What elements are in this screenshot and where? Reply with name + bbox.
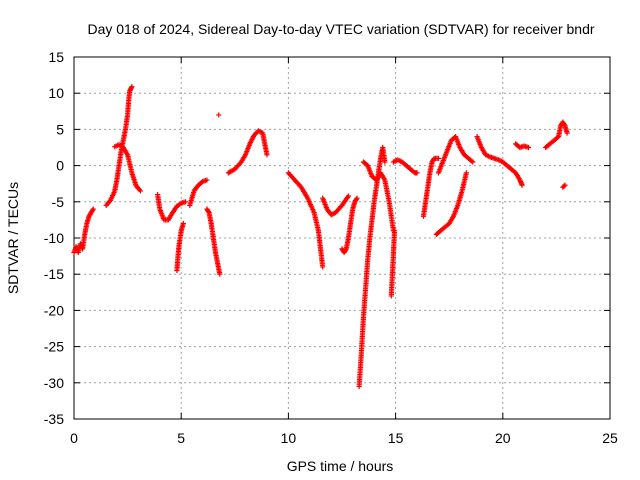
data-point [391, 228, 398, 234]
series-arc-19 [435, 134, 476, 176]
y-tick-label: -30 [44, 375, 64, 391]
series-arc-20 [474, 134, 525, 188]
y-tick-label: -25 [44, 339, 64, 355]
data-point [463, 170, 469, 176]
series-arc-2 [103, 84, 135, 209]
x-tick-label: 5 [177, 430, 185, 446]
y-tick-label: 5 [56, 121, 64, 137]
data-point [354, 195, 360, 201]
y-tick-label: 15 [48, 49, 64, 65]
data-point [129, 84, 135, 90]
data-point [204, 177, 210, 183]
data-points [71, 84, 570, 390]
data-point [264, 152, 270, 158]
data-point [217, 271, 223, 277]
data-point [216, 112, 222, 118]
series-arc-22 [543, 119, 570, 151]
y-tick-label: -10 [44, 230, 64, 246]
data-point [519, 182, 525, 188]
y-tick-label: 0 [56, 158, 64, 174]
data-point [320, 264, 326, 270]
series-arc-14 [360, 159, 397, 234]
data-point [382, 159, 388, 165]
y-axis-label: SDTVAR / TECUs [5, 182, 21, 294]
series-arc-1 [71, 206, 96, 256]
series-arc-23 [560, 182, 568, 190]
data-point [345, 193, 352, 199]
series-arc-18 [433, 170, 469, 237]
x-axis-label: GPS time / hours [287, 458, 394, 474]
data-point [562, 182, 568, 188]
series-arc-12 [339, 195, 360, 256]
y-tick-label: -15 [44, 266, 64, 282]
data-point [180, 220, 186, 227]
data-point [525, 144, 532, 151]
series-arc-21 [513, 141, 532, 151]
series-arc-3 [112, 142, 144, 194]
data-point [414, 170, 420, 176]
series-arc-9 [225, 128, 270, 176]
series-arc-5 [174, 220, 186, 274]
data-point [561, 183, 567, 189]
series-arc-15 [388, 228, 398, 299]
series-arc-6 [187, 177, 210, 209]
series-arc-16 [390, 157, 420, 176]
data-point [435, 155, 442, 161]
series-arc-7 [204, 206, 223, 277]
data-point [469, 158, 475, 164]
x-tick-label: 15 [388, 430, 404, 446]
data-point [470, 159, 476, 165]
x-tick-label: 25 [602, 430, 618, 446]
y-tick-label: -5 [52, 194, 65, 210]
x-tick-label: 0 [70, 430, 78, 446]
chart-title: Day 018 of 2024, Sidereal Day-to-day VTE… [87, 21, 594, 37]
data-point [182, 199, 189, 205]
series-arc-17 [420, 155, 442, 219]
x-tick-label: 10 [281, 430, 297, 446]
y-tick-label: -35 [44, 411, 64, 427]
data-point [90, 206, 96, 212]
series-arc-11 [320, 193, 352, 218]
series-arc-8 [216, 112, 222, 118]
data-point [137, 188, 144, 194]
y-tick-label: 10 [48, 85, 64, 101]
x-tick-label: 20 [495, 430, 511, 446]
grid-lines [74, 57, 610, 419]
data-point [564, 130, 570, 136]
axis-ticks: 0 5 10 15 20 25 -35 -30 -25 -20 -15 -10 -5 0 5 10 15 [44, 49, 618, 446]
series-arc-4 [155, 191, 189, 223]
series-arc-10 [285, 170, 326, 270]
y-tick-label: -20 [44, 302, 64, 318]
